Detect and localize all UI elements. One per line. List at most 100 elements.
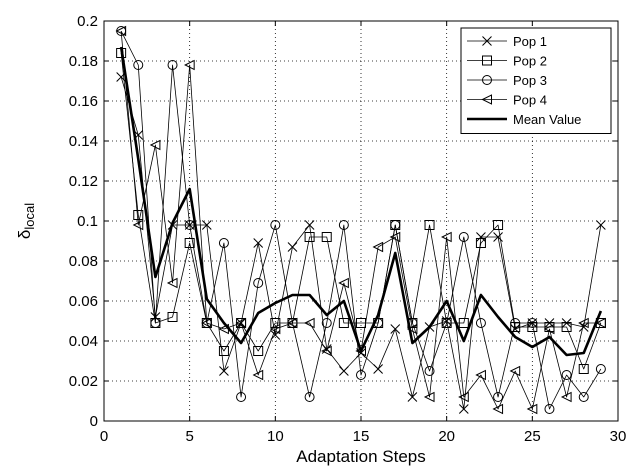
data-point: [270, 220, 281, 230]
data-point: [424, 366, 435, 376]
y-axis-title-main: δ: [15, 230, 34, 239]
data-point: [133, 60, 144, 70]
legend-label: Mean Value: [513, 112, 581, 127]
x-tick-label: 5: [185, 428, 193, 445]
data-point: [527, 322, 538, 332]
x-tick-label: 0: [100, 428, 108, 445]
data-point: [510, 322, 521, 332]
data-point: [253, 346, 264, 356]
series-line: [120, 30, 602, 410]
data-point: [218, 238, 229, 248]
data-point: [201, 220, 212, 230]
data-point: [338, 277, 349, 289]
data-point: [269, 323, 281, 335]
data-point: [270, 318, 281, 328]
data-point: [321, 232, 332, 242]
data-point: [253, 278, 264, 288]
x-axis-title: Adaptation Steps: [296, 447, 425, 466]
data-point: [458, 404, 469, 414]
grid-layer: [104, 21, 618, 421]
y-tick-label: 0.08: [69, 253, 98, 270]
data-point: [167, 312, 178, 322]
series-line: [119, 46, 603, 357]
data-point: [560, 391, 572, 403]
data-point: [407, 392, 418, 402]
data-point: [578, 317, 589, 329]
data-point: [287, 242, 298, 252]
data-point: [595, 317, 606, 329]
legend: Pop 1 Pop 2 Pop 3 Pop 4 Mean Value: [460, 27, 612, 134]
data-point: [389, 231, 401, 243]
data-point: [492, 403, 504, 415]
data-point: [475, 238, 486, 248]
y-axis-title-subscript: local: [22, 203, 37, 230]
series-layer: [115, 25, 606, 415]
data-point: [390, 220, 401, 230]
data-point: [304, 392, 315, 402]
y-tick-label: 0.1: [77, 213, 98, 230]
data-point: [236, 392, 247, 402]
data-point: [184, 59, 195, 71]
y-axis-title: δlocal: [15, 203, 37, 239]
series-pop-3: [116, 26, 606, 414]
data-point: [235, 317, 247, 329]
legend-label: Pop 1: [513, 34, 547, 49]
data-point: [510, 318, 521, 328]
data-point: [252, 369, 264, 381]
y-tick-label: 0.06: [69, 293, 98, 310]
data-point: [493, 220, 504, 230]
data-point: [321, 318, 332, 328]
data-point: [150, 318, 161, 328]
data-point: [526, 403, 538, 415]
legend-marker: [481, 94, 492, 105]
y-tick-label: 0: [90, 413, 98, 430]
data-point: [167, 60, 178, 70]
x-tick-label: 20: [438, 428, 455, 445]
data-point: [149, 139, 161, 151]
y-tick-label: 0.02: [69, 373, 98, 390]
x-tick-label: 25: [524, 428, 541, 445]
legend-item: Pop 3: [467, 73, 547, 88]
data-point: [304, 232, 315, 242]
legend-item: Pop 1: [467, 34, 547, 49]
data-point: [493, 392, 504, 402]
y-tick-label: 0.2: [77, 13, 98, 30]
data-point: [304, 220, 315, 230]
data-point: [338, 318, 349, 328]
data-point: [561, 370, 572, 380]
data-point: [253, 238, 264, 248]
data-point: [596, 220, 606, 230]
data-point: [441, 231, 452, 243]
data-point: [373, 364, 383, 374]
data-point: [493, 232, 503, 242]
data-point: [339, 366, 349, 376]
data-point: [561, 322, 572, 332]
data-point: [423, 391, 435, 403]
legend-label: Pop 4: [513, 93, 547, 108]
data-point: [321, 345, 332, 357]
legend-marker: [482, 36, 492, 46]
data-point: [406, 323, 418, 335]
data-point: [458, 232, 469, 242]
y-tick-label: 0.18: [69, 53, 98, 70]
data-point: [475, 318, 486, 328]
data-point: [544, 404, 555, 414]
data-point: [356, 370, 366, 380]
legend-marker: [482, 75, 492, 85]
data-point: [166, 277, 178, 289]
data-point: [286, 317, 298, 329]
data-point: [509, 365, 521, 377]
data-point: [372, 241, 384, 253]
data-point: [390, 324, 401, 334]
legend-box: [460, 27, 612, 134]
data-point: [527, 318, 538, 328]
data-point: [424, 220, 435, 230]
data-point: [458, 318, 469, 328]
legend-marker: [482, 55, 492, 66]
data-point: [184, 238, 195, 248]
data-point: [441, 318, 452, 328]
data-point: [201, 317, 212, 329]
x-tick-label: 15: [353, 428, 370, 445]
